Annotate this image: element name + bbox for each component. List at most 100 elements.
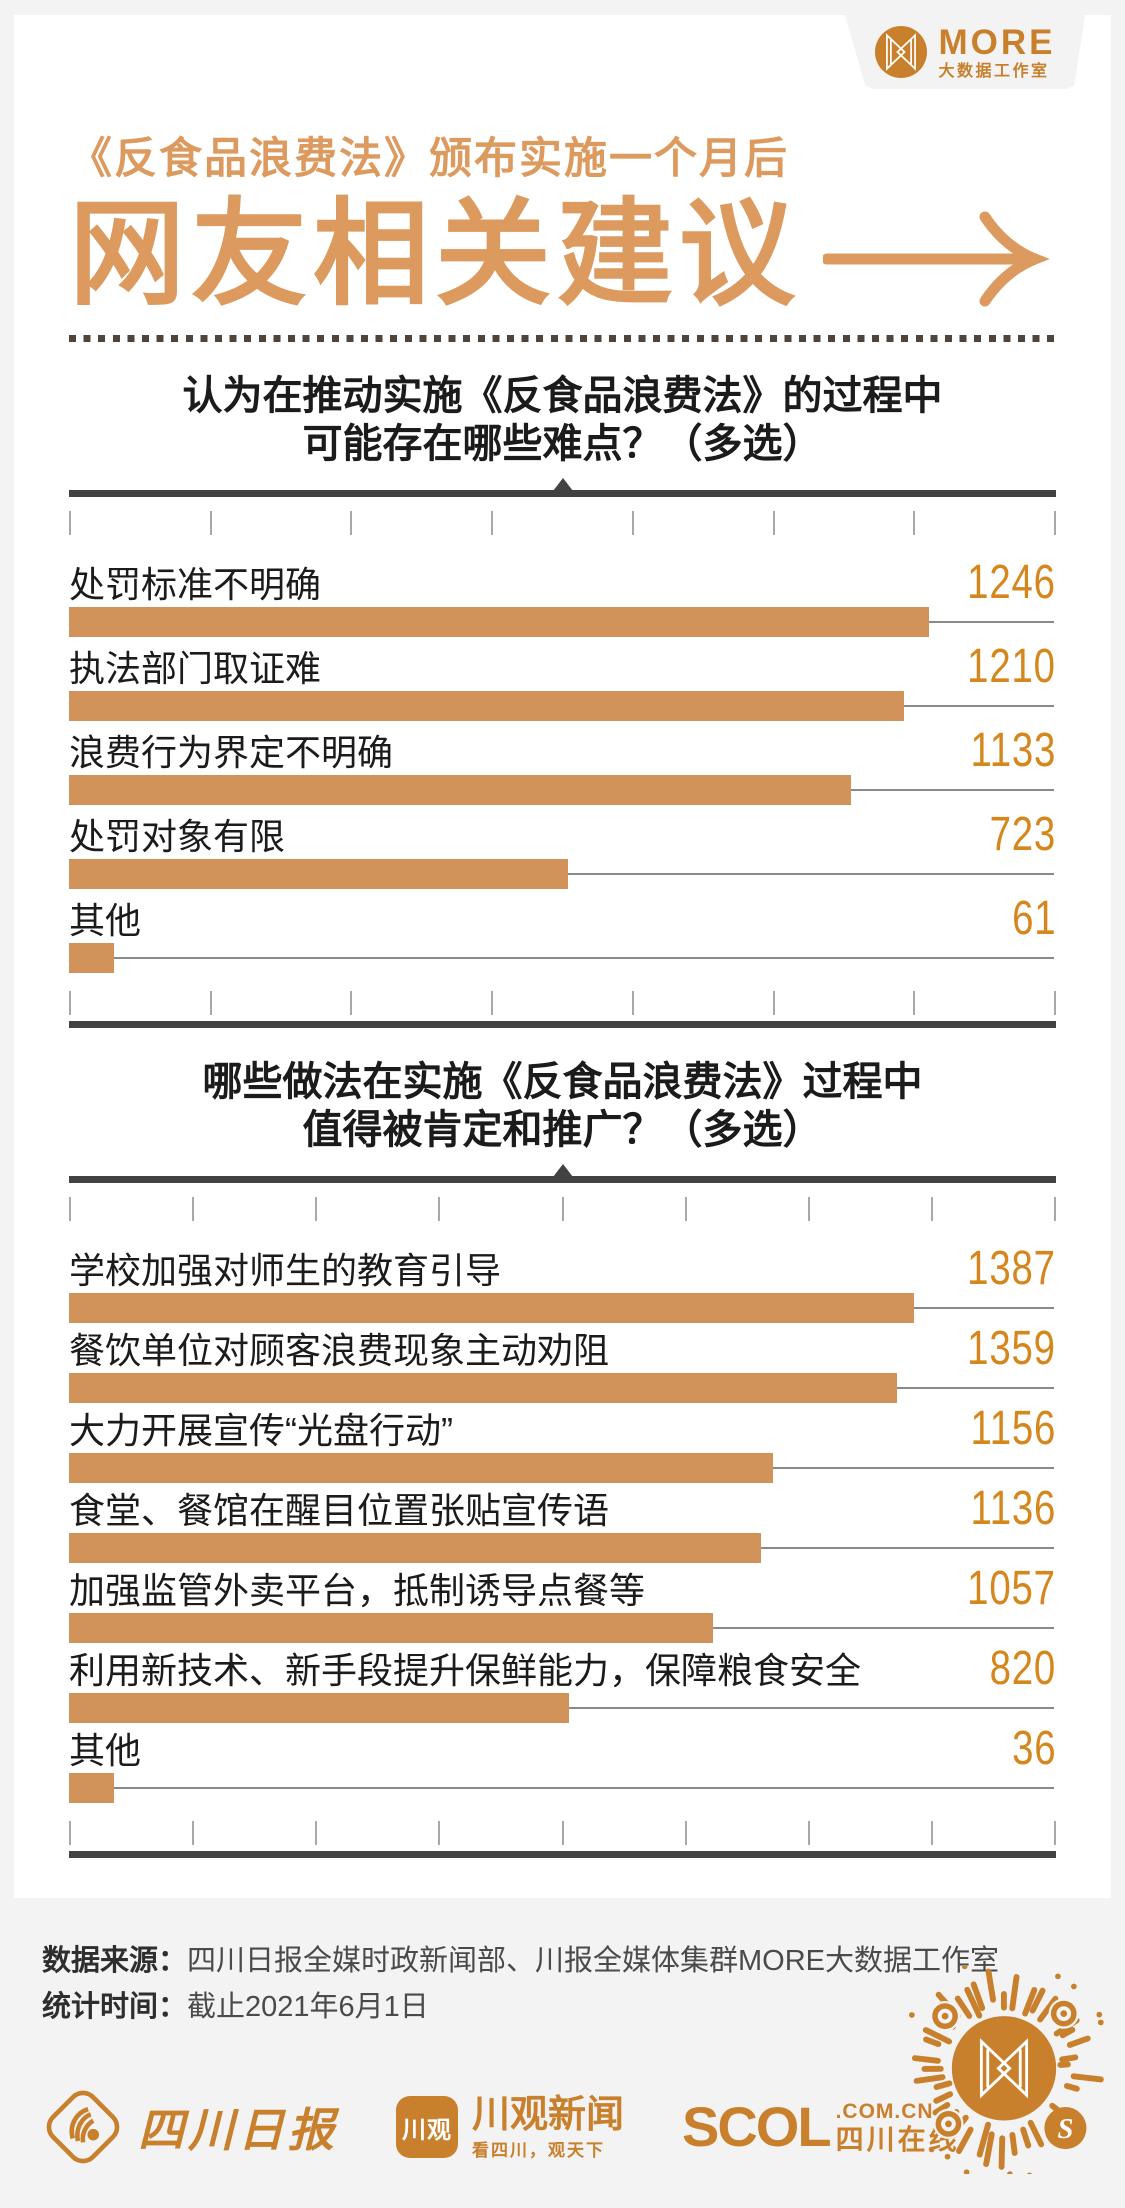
bar-row: 浪费行为界定不明确 1133 — [69, 726, 1056, 806]
partner-logos-row: 四川日报 川观 川观新闻 看四川，观天下 SCOL .COM.CN 四川在线 — [42, 2086, 960, 2168]
scol-domain: .COM.CN — [835, 2099, 934, 2123]
scrb-logo: 四川日报 — [42, 2086, 338, 2168]
chuanguan-tagline: 看四川，观天下 — [472, 2140, 605, 2160]
bar-value: 1210 — [967, 639, 1056, 693]
bar-category-label: 浪费行为界定不明确 — [69, 731, 394, 773]
scol-logo: SCOL .COM.CN 四川在线 — [682, 2099, 960, 2155]
axis-tick — [350, 991, 353, 1016]
bar-track — [69, 775, 1056, 806]
chart-top-rule — [69, 1164, 1056, 1184]
axis-tick-row — [69, 1821, 1056, 1846]
bar — [69, 775, 851, 806]
axis-tick — [631, 511, 634, 536]
axis-tick — [1054, 1197, 1056, 1222]
bar — [69, 1453, 774, 1484]
bar-row: 其他 36 — [69, 1724, 1056, 1804]
bar-value: 1246 — [967, 555, 1056, 609]
footer: 数据来源：四川日报全媒时政新闻部、川报全媒体集群MORE大数据工作室 统计时间：… — [0, 1898, 1125, 2208]
axis-tick — [69, 511, 71, 536]
bar-category-label: 食堂、餐馆在醒目位置张贴宣传语 — [69, 1489, 610, 1531]
poster-title: 网友相关建议 — [69, 189, 801, 320]
chuanguan-badge-icon: 川观 — [396, 2096, 458, 2158]
axis-tick — [69, 1197, 71, 1222]
dotted-divider — [69, 335, 1056, 343]
brand-subtitle: 大数据工作室 — [938, 62, 1050, 80]
data-source-label: 数据来源： — [42, 1945, 188, 1977]
bar-row: 执法部门取证难 1210 — [69, 639, 1056, 722]
bar-baseline — [69, 957, 1054, 960]
chart-top-rule — [69, 478, 1056, 498]
scol-wordmark: SCOL — [682, 2095, 832, 2158]
bar-value: 723 — [989, 807, 1056, 861]
bar-category-label: 大力开展宣传“光盘行动” — [69, 1409, 453, 1451]
code-eye-icons — [929, 1998, 1079, 2140]
infographic-card: MORE 大数据工作室 《反食品浪费法》颁布实施一个月后 网友相关建议 认为在推… — [14, 15, 1111, 1898]
bar — [69, 1693, 569, 1724]
bar-value: 1387 — [967, 1241, 1056, 1295]
bar — [69, 1773, 114, 1804]
bar-value: 1057 — [967, 1561, 1056, 1615]
bar — [69, 859, 569, 890]
axis-tick — [930, 1821, 933, 1846]
bar-row: 加强监管外卖平台，抵制诱导点餐等 1057 — [69, 1561, 1056, 1644]
bar — [69, 607, 929, 638]
poster-title-row: 网友相关建议 — [69, 193, 1056, 315]
axis-tick — [561, 1197, 564, 1222]
bar-row: 处罚对象有限 723 — [69, 807, 1056, 890]
bar-category-label: 餐饮单位对顾客浪费现象主动劝阻 — [69, 1329, 610, 1371]
bar-track — [69, 859, 1056, 890]
bar-value: 1359 — [967, 1321, 1056, 1375]
axis-tick — [69, 1821, 71, 1846]
chart-title-line2: 可能存在哪些难点？（多选） — [302, 422, 823, 467]
bar-track — [69, 1293, 1056, 1324]
axis-tick — [438, 1821, 441, 1846]
bar-category-label: 加强监管外卖平台，抵制诱导点餐等 — [69, 1569, 646, 1611]
code-s-badge: S — [1044, 2107, 1087, 2150]
axis-tick — [807, 1197, 810, 1222]
axis-tick — [684, 1197, 687, 1222]
axis-tick — [491, 511, 494, 536]
stat-time-line: 统计时间：截止2021年6月1日 — [42, 1984, 1125, 2030]
difficulties-chart-section: 认为在推动实施《反食品浪费法》的过程中 可能存在哪些难点？（多选） 处罚标准不明… — [69, 372, 1056, 1029]
stat-time-label: 统计时间： — [42, 1991, 188, 2024]
axis-tick — [631, 991, 634, 1016]
bar-row: 处罚标准不明确 1246 — [69, 555, 1056, 638]
chart-title-line1: 认为在推动实施《反食品浪费法》的过程中 — [182, 374, 943, 419]
bar-baseline — [69, 1787, 1054, 1790]
code-s-letter: S — [1057, 2114, 1073, 2145]
bar-track — [69, 1453, 1056, 1484]
bar-track — [69, 607, 1056, 638]
axis-tick — [930, 1197, 933, 1222]
bar-row: 其他 61 — [69, 891, 1056, 974]
bar-category-label: 处罚标准不明确 — [69, 563, 322, 605]
axis-tick — [209, 991, 212, 1016]
bar-value: 820 — [989, 1641, 1056, 1695]
bar-row: 学校加强对师生的教育引导 1387 — [69, 1241, 1056, 1324]
pointer-triangle-icon — [552, 1164, 573, 1178]
bar-row: 食堂、餐馆在醒目位置张贴宣传语 1136 — [69, 1484, 1056, 1564]
brand-logo-tab: MORE 大数据工作室 — [845, 15, 1085, 89]
brand-name: MORE — [938, 22, 1056, 62]
axis-tick — [315, 1821, 318, 1846]
bar-track — [69, 1613, 1056, 1644]
data-source-block: 数据来源：四川日报全媒时政新闻部、川报全媒体集群MORE大数据工作室 统计时间：… — [0, 1898, 1125, 2031]
axis-tick — [209, 511, 212, 536]
data-source-line: 数据来源：四川日报全媒时政新闻部、川报全媒体集群MORE大数据工作室 — [42, 1938, 1125, 1984]
bar-track — [69, 1693, 1056, 1724]
axis-tick — [913, 991, 916, 1016]
axis-tick — [684, 1821, 687, 1846]
chuanguan-logo: 川观 川观新闻 看四川，观天下 — [396, 2096, 624, 2159]
brand-wordmark: MORE 大数据工作室 — [939, 25, 1056, 80]
chart-title-line2: 值得被肯定和推广？（多选） — [302, 1108, 823, 1153]
bar-value: 61 — [1011, 891, 1056, 945]
bar-track — [69, 1533, 1056, 1564]
practices-chart-section: 哪些做法在实施《反食品浪费法》过程中 值得被肯定和推广？（多选） 学校加强对师生… — [69, 1058, 1056, 1859]
bar — [69, 1533, 762, 1564]
bar-category-label: 执法部门取证难 — [69, 647, 322, 689]
bar-value: 1156 — [970, 1401, 1056, 1455]
bar — [69, 1373, 897, 1404]
axis-tick — [69, 991, 71, 1016]
axis-tick — [192, 1821, 195, 1846]
bar-category-label: 其他 — [69, 899, 142, 941]
chart-title-line1: 哪些做法在实施《反食品浪费法》过程中 — [202, 1060, 923, 1105]
